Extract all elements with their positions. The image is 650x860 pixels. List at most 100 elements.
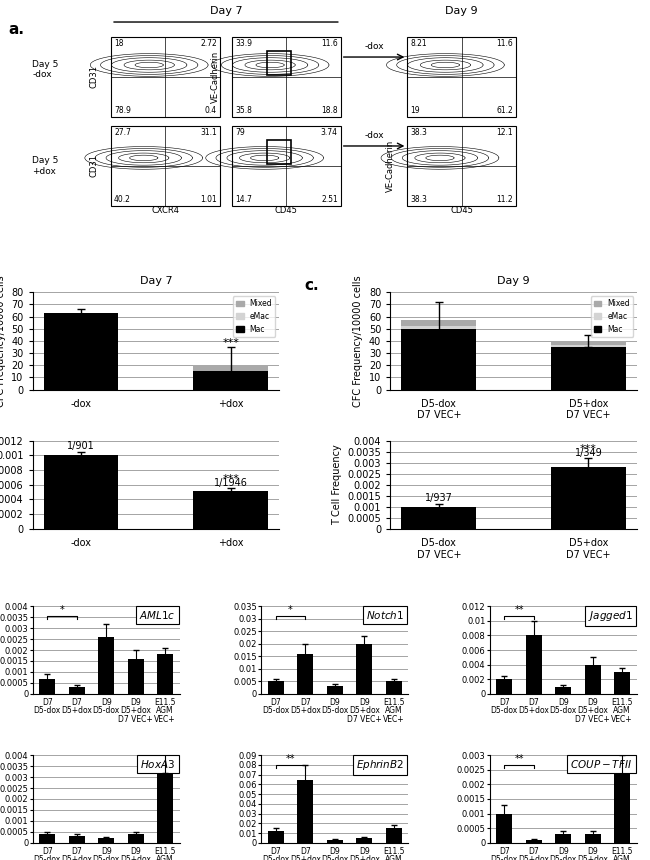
Legend: Mixed, eMac, Mac: Mixed, eMac, Mac [233, 296, 276, 337]
Bar [98, 637, 114, 694]
Bar [232, 126, 341, 206]
Text: 2.72: 2.72 [200, 39, 217, 48]
Bar [402, 329, 476, 390]
Bar [297, 779, 313, 843]
Bar [551, 341, 626, 345]
Text: 35.8: 35.8 [235, 106, 252, 114]
Text: -dox: -dox [364, 132, 384, 140]
Text: 31.1: 31.1 [200, 128, 217, 137]
Bar [402, 507, 476, 529]
Bar [266, 140, 291, 164]
Bar [69, 836, 85, 843]
Bar [127, 659, 144, 694]
Bar [127, 834, 144, 843]
Bar [584, 834, 601, 843]
Bar [193, 372, 268, 390]
Bar [526, 840, 542, 843]
Text: ***: *** [580, 444, 597, 454]
Bar [193, 366, 268, 372]
Bar [39, 679, 55, 694]
Text: CD45: CD45 [450, 206, 473, 215]
Bar [327, 840, 343, 843]
Text: $Notch1$: $Notch1$ [366, 609, 404, 621]
Text: Day 9: Day 9 [445, 6, 478, 16]
Bar [111, 126, 220, 206]
Text: VE-Cadherin: VE-Cadherin [211, 51, 220, 103]
Bar [551, 345, 626, 347]
Text: Day 5
-dox: Day 5 -dox [32, 59, 59, 79]
Bar [356, 838, 372, 843]
Bar [98, 838, 114, 843]
Text: ***: *** [222, 474, 239, 484]
Bar [408, 37, 516, 117]
Bar [402, 326, 476, 329]
Bar [268, 831, 284, 843]
Text: 14.7: 14.7 [235, 194, 252, 204]
Text: *: * [288, 605, 293, 615]
Bar [526, 636, 542, 694]
Bar [69, 687, 85, 694]
Bar [584, 665, 601, 694]
Bar [551, 347, 626, 390]
Y-axis label: T Cell Frequency: T Cell Frequency [332, 445, 342, 525]
Bar [327, 686, 343, 694]
Text: a.: a. [8, 22, 24, 37]
Text: $COUP-TFII$: $COUP-TFII$ [571, 758, 632, 770]
Bar [44, 313, 118, 390]
Text: 11.2: 11.2 [497, 194, 513, 204]
Y-axis label: CFC Frequency/10000 cells: CFC Frequency/10000 cells [354, 275, 363, 407]
Text: 11.6: 11.6 [497, 39, 513, 48]
Text: 1.01: 1.01 [200, 194, 217, 204]
Bar [297, 654, 313, 694]
Text: **: ** [514, 754, 524, 764]
Text: CD45: CD45 [275, 206, 298, 215]
Bar [111, 37, 220, 117]
Text: 1/349: 1/349 [575, 447, 603, 458]
Text: **: ** [286, 754, 295, 764]
Bar [356, 644, 372, 694]
Bar [157, 762, 174, 843]
Text: CXCR4: CXCR4 [151, 206, 179, 215]
Text: $HoxA3$: $HoxA3$ [140, 758, 176, 770]
Bar [157, 654, 174, 694]
Bar [402, 320, 476, 326]
Text: 18: 18 [114, 39, 124, 48]
Legend: Mixed, eMac, Mac: Mixed, eMac, Mac [591, 296, 633, 337]
Text: $EphrinB2$: $EphrinB2$ [356, 758, 404, 771]
Text: c.: c. [304, 278, 318, 292]
Text: 79: 79 [235, 128, 245, 137]
Text: 3.74: 3.74 [320, 128, 338, 137]
Bar [385, 681, 402, 694]
Bar [614, 767, 630, 843]
Text: 0.4: 0.4 [205, 106, 217, 114]
Bar [408, 126, 516, 206]
Text: 18.8: 18.8 [321, 106, 338, 114]
Bar [496, 814, 512, 843]
Text: 40.2: 40.2 [114, 194, 131, 204]
Bar [193, 491, 268, 529]
Text: VE-Cadherin: VE-Cadherin [386, 139, 395, 192]
Text: 61.2: 61.2 [497, 106, 513, 114]
Bar [614, 672, 630, 694]
Bar [39, 834, 55, 843]
Text: CD31: CD31 [90, 154, 99, 177]
Bar [551, 467, 626, 529]
Text: **: ** [514, 605, 524, 615]
Text: $AML1c$: $AML1c$ [139, 609, 176, 621]
Bar [385, 828, 402, 843]
Bar [44, 455, 118, 529]
Text: 78.9: 78.9 [114, 106, 131, 114]
Text: -dox: -dox [364, 42, 384, 52]
Text: 12.1: 12.1 [497, 128, 513, 137]
Text: 27.7: 27.7 [114, 128, 131, 137]
Text: *: * [60, 605, 64, 615]
Text: 11.6: 11.6 [321, 39, 338, 48]
Text: 1/1946: 1/1946 [214, 478, 248, 488]
Text: 8.21: 8.21 [410, 39, 427, 48]
Text: 38.3: 38.3 [410, 194, 427, 204]
Text: 2.51: 2.51 [321, 194, 338, 204]
Text: Day 5
+dox: Day 5 +dox [32, 157, 59, 175]
Text: 19: 19 [410, 106, 420, 114]
Title: Day 9: Day 9 [497, 276, 530, 286]
Text: Day 7: Day 7 [210, 6, 242, 16]
